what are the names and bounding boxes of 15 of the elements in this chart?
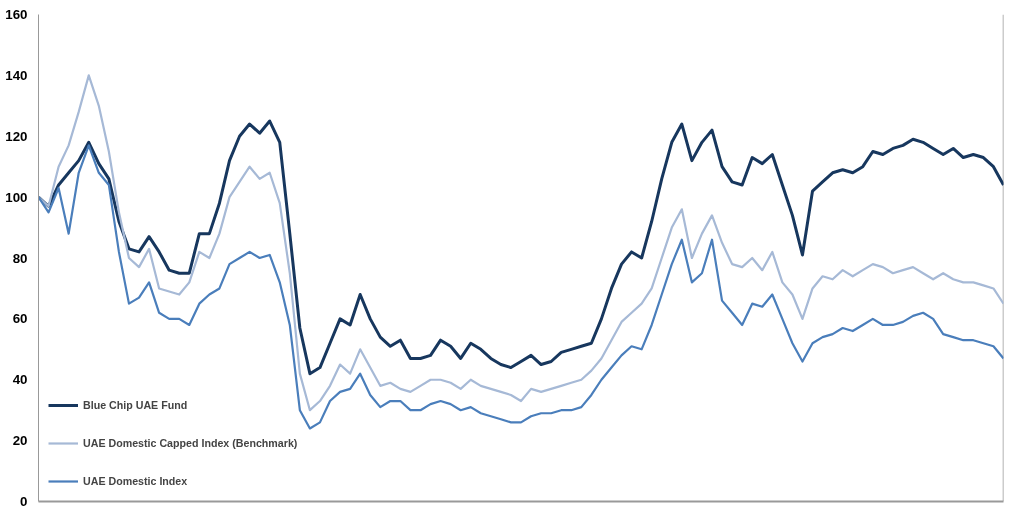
y-tick-label: 80: [12, 250, 28, 266]
legend-label: Blue Chip UAE Fund: [83, 399, 188, 411]
y-tick-label: 40: [12, 372, 28, 388]
y-tick-label: 0: [20, 494, 28, 509]
line-series: [38, 74, 1004, 412]
y-tick-label: 60: [12, 311, 28, 327]
legend-label: UAE Domestic Capped Index (Benchmark): [83, 437, 298, 449]
y-tick-label: 20: [12, 433, 28, 449]
y-tick-label: 140: [5, 67, 28, 83]
y-tick-label: 160: [5, 7, 28, 22]
y-tick-label: 120: [5, 128, 28, 144]
line-series: [38, 119, 1004, 376]
legend-label: UAE Domestic Index: [83, 475, 188, 487]
line-series: [38, 144, 1004, 430]
y-tick-label: 100: [5, 189, 28, 205]
